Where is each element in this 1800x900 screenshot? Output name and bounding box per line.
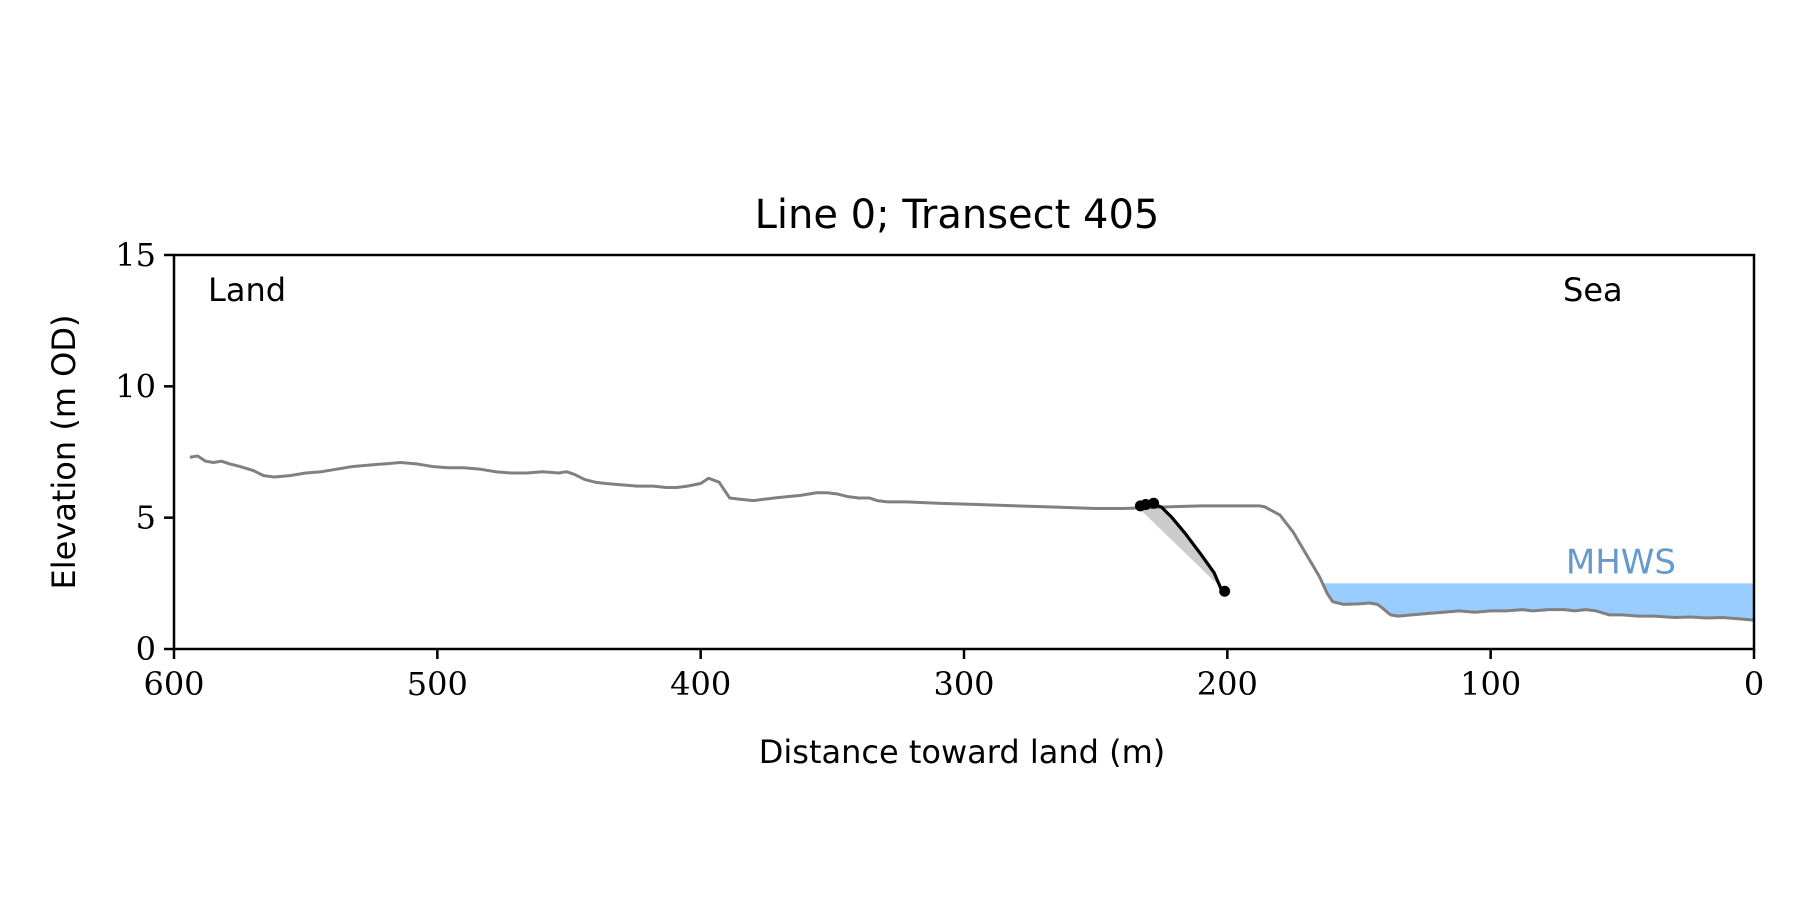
x-tick-label: 600 bbox=[143, 665, 204, 703]
x-axis-label: Distance toward land (m) bbox=[759, 733, 1165, 771]
y-tick-label: 10 bbox=[115, 367, 156, 405]
cliff-shading bbox=[1137, 503, 1225, 592]
x-axis: 600 500 400 300 200 100 0 bbox=[143, 649, 1764, 703]
y-tick-label: 5 bbox=[136, 499, 156, 537]
y-axis-label: Elevation (m OD) bbox=[45, 315, 83, 590]
y-tick-label: 0 bbox=[136, 630, 156, 668]
cliff-marker bbox=[1148, 497, 1160, 509]
x-tick-label: 400 bbox=[670, 665, 731, 703]
mhws-label: MHWS bbox=[1566, 542, 1676, 582]
ground-mask bbox=[189, 455, 1754, 649]
x-tick-label: 100 bbox=[1460, 665, 1521, 703]
plot-area bbox=[189, 454, 1755, 649]
cliff-marker bbox=[1219, 585, 1231, 597]
x-tick-label: 200 bbox=[1197, 665, 1258, 703]
sea-label: Sea bbox=[1563, 271, 1623, 309]
profile-line bbox=[189, 454, 1755, 622]
x-tick-label: 500 bbox=[407, 665, 468, 703]
x-tick-label: 300 bbox=[933, 665, 994, 703]
x-tick-label: 0 bbox=[1744, 665, 1764, 703]
chart-title: Line 0; Transect 405 bbox=[755, 192, 1160, 238]
y-tick-label: 15 bbox=[115, 236, 156, 274]
y-axis: 0 5 10 15 bbox=[115, 236, 174, 668]
land-label: Land bbox=[208, 271, 286, 309]
